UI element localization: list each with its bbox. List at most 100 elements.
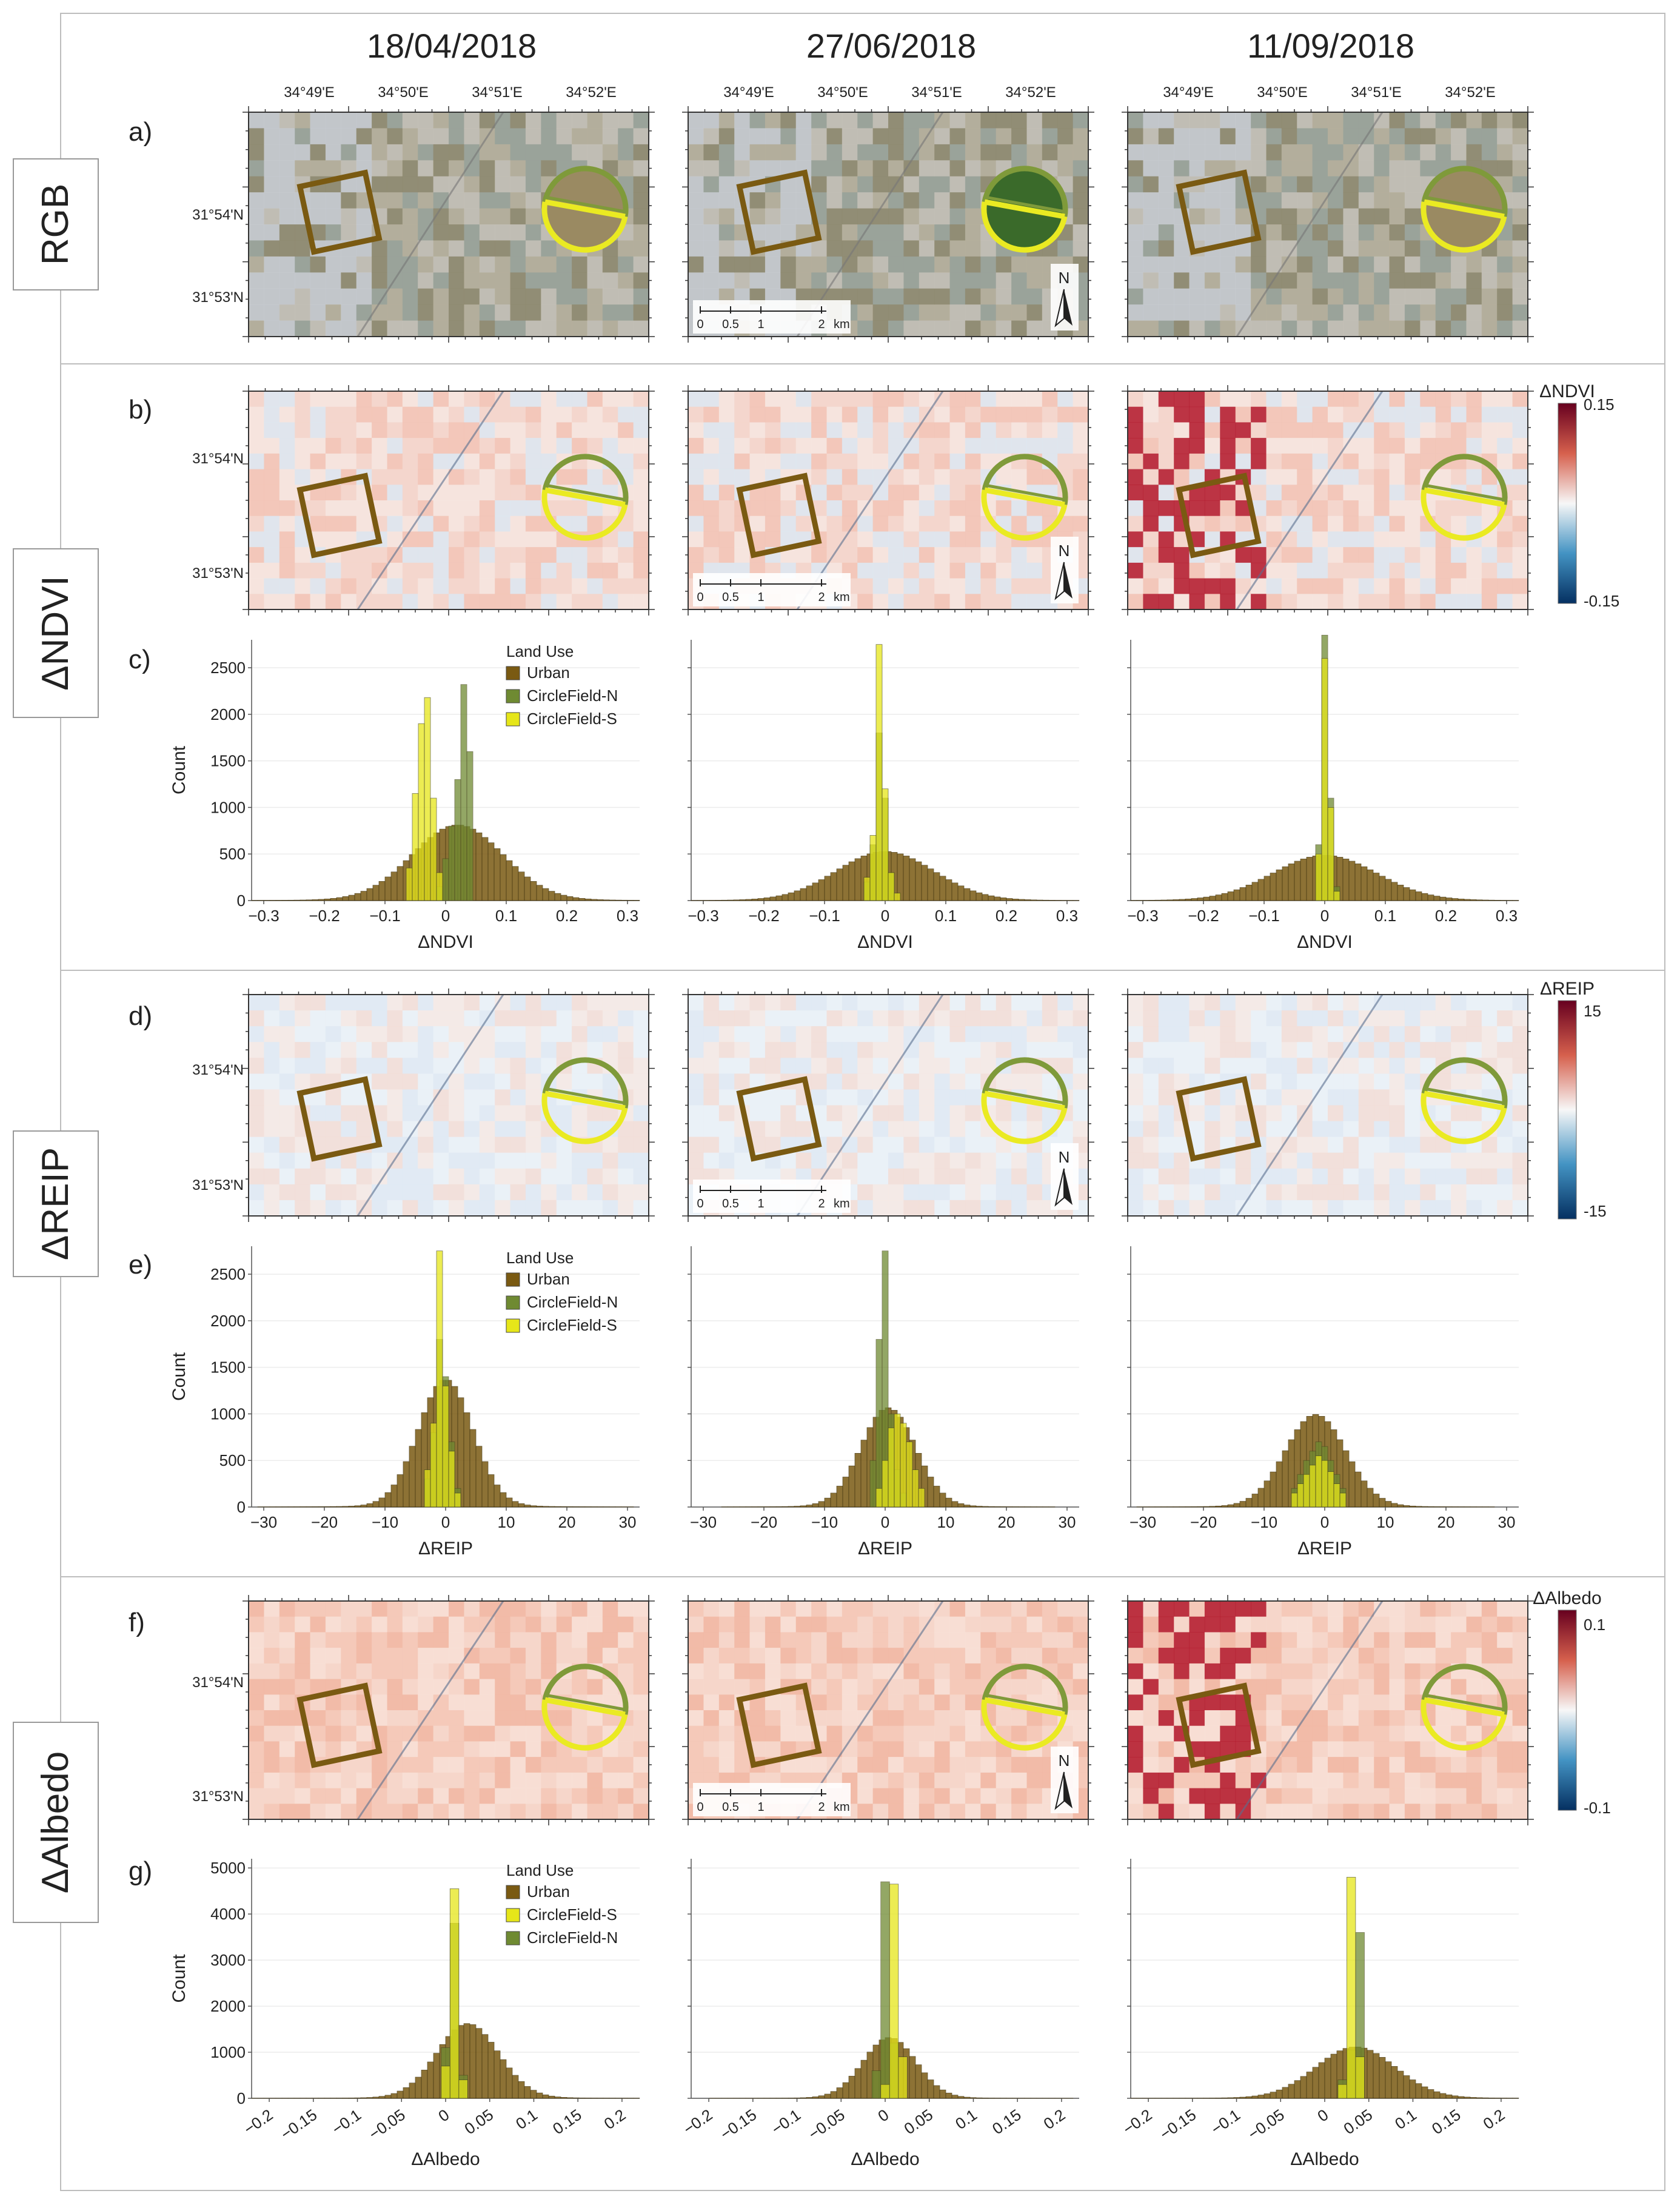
map-cell	[449, 1136, 464, 1153]
map-cell	[872, 1616, 889, 1633]
map-cell	[1404, 485, 1421, 501]
map-cell	[633, 240, 649, 257]
map-cell	[1143, 453, 1159, 470]
map-cell	[1073, 144, 1089, 161]
map-cell	[572, 1601, 587, 1617]
map-cell	[688, 176, 704, 193]
map-cell	[633, 128, 649, 145]
map-cell	[996, 391, 1012, 408]
map-cell	[980, 272, 997, 289]
map-ndvi-2: 0 0.5 1 2 kmN	[682, 385, 1094, 616]
map-cell	[418, 1121, 434, 1138]
map-cell	[795, 422, 812, 438]
map-cell	[811, 240, 827, 257]
map-cell	[1204, 1121, 1220, 1138]
map-cell	[1435, 256, 1451, 273]
map-cell	[264, 1058, 280, 1074]
map-cell	[495, 1026, 511, 1042]
map-cell	[341, 453, 357, 470]
map-cell	[449, 1026, 464, 1042]
map-cell	[525, 320, 541, 337]
map-cell	[842, 500, 858, 517]
map-cell	[903, 176, 920, 193]
map-cell	[919, 1663, 935, 1680]
map-cell	[872, 112, 889, 129]
map-cell	[402, 469, 418, 485]
map-cell	[295, 438, 311, 454]
map-cell	[980, 240, 997, 257]
map-cell	[765, 995, 781, 1011]
map-cell	[919, 391, 935, 408]
map-cell	[934, 288, 951, 305]
map-cell	[602, 391, 618, 408]
map-cell	[295, 288, 311, 305]
map-cell	[433, 1772, 449, 1789]
map-cell	[1073, 422, 1089, 438]
map-cell	[418, 304, 434, 321]
map-cell	[1189, 562, 1205, 579]
map-cell	[688, 1073, 704, 1090]
map-cell	[572, 1026, 587, 1042]
map-cell	[1481, 1042, 1498, 1058]
map-cell	[449, 1073, 464, 1090]
urban-aoi-box	[296, 472, 383, 559]
lat-label-ndvi-s: 31°53'N	[192, 565, 244, 582]
map-cell	[949, 1757, 966, 1773]
map-cell	[765, 485, 781, 501]
map-cell	[1251, 128, 1267, 145]
lon-tick-labels-2: 34°49'E 34°50'E 34°51'E 34°52'E	[723, 84, 1056, 101]
map-cell	[556, 438, 572, 454]
map-cell	[1174, 1073, 1190, 1090]
map-cell	[1266, 208, 1282, 225]
map-cell	[703, 176, 720, 193]
map-cell	[1220, 304, 1236, 321]
map-cell	[464, 547, 480, 563]
map-cell	[325, 1136, 341, 1153]
map-cell	[1073, 1042, 1089, 1058]
map-cell	[1281, 1105, 1297, 1122]
map-cell	[1435, 469, 1451, 485]
map-cell	[525, 1152, 541, 1169]
map-cell	[464, 594, 480, 610]
map-cell	[1328, 240, 1344, 257]
map-cell	[279, 1663, 295, 1680]
map-cell	[780, 1663, 797, 1680]
map-cell	[633, 547, 649, 563]
map-cell	[510, 594, 526, 610]
map-cell	[1057, 438, 1074, 454]
map-cell	[1204, 1184, 1220, 1201]
map-cell	[541, 320, 557, 337]
north-label: N	[1059, 1148, 1070, 1166]
map-cell	[703, 469, 720, 485]
map-cell	[1451, 1073, 1467, 1090]
map-cell	[633, 1200, 649, 1217]
map-cell	[718, 1010, 735, 1027]
map-cell	[857, 578, 874, 594]
map-cell	[479, 1073, 495, 1090]
map-cell	[249, 1200, 264, 1217]
map-reip-2: 0 0.5 1 2 kmN	[682, 989, 1094, 1222]
map-cell	[795, 1121, 812, 1138]
map-cell	[1404, 144, 1421, 161]
map-cell	[1451, 1010, 1467, 1027]
map-cell	[1389, 531, 1405, 548]
map-cell	[1204, 422, 1220, 438]
map-cell	[1389, 1200, 1405, 1217]
figure-frame	[60, 13, 1665, 2191]
map-cell	[780, 1601, 797, 1617]
map-cell	[325, 1089, 341, 1106]
map-cell	[479, 192, 495, 209]
map-cell	[510, 1725, 526, 1742]
map-cell	[734, 1010, 751, 1027]
map-cell	[1128, 469, 1143, 485]
map-cell	[1026, 304, 1043, 321]
map-cell	[387, 406, 403, 423]
map-cell	[264, 256, 280, 273]
map-cell	[1512, 578, 1528, 594]
map-cell	[418, 391, 434, 408]
map-cell	[479, 1804, 495, 1820]
map-cell	[402, 1026, 418, 1042]
map-cell	[888, 485, 904, 501]
map-cell	[996, 500, 1012, 517]
map-cell	[980, 1168, 997, 1185]
